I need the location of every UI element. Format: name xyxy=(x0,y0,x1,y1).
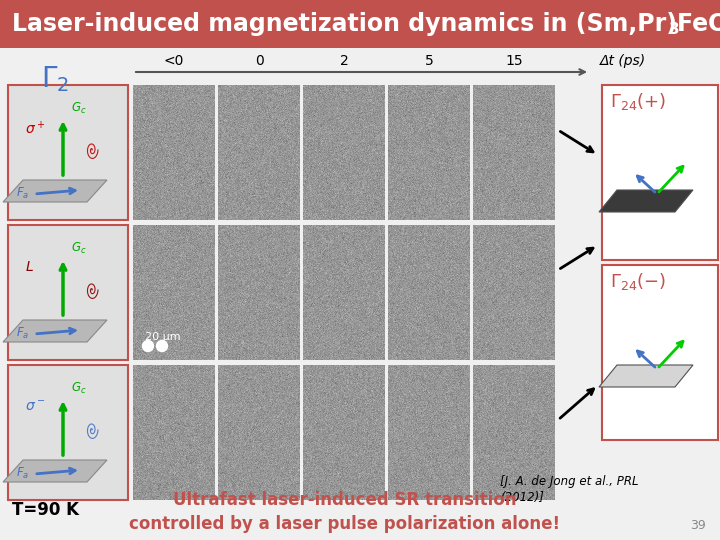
Polygon shape xyxy=(3,320,107,342)
Text: <0: <0 xyxy=(164,54,184,68)
Text: $F_a$: $F_a$ xyxy=(16,326,29,341)
Text: $\Gamma_{24}(+)$: $\Gamma_{24}(+)$ xyxy=(610,91,666,112)
Polygon shape xyxy=(3,180,107,202)
Text: Δt (ps): Δt (ps) xyxy=(600,54,646,68)
Bar xyxy=(0,0,720,48)
Text: $F_a$: $F_a$ xyxy=(16,185,29,200)
Bar xyxy=(602,265,718,440)
Circle shape xyxy=(156,341,168,352)
Text: $L$: $L$ xyxy=(25,260,34,274)
Text: $\Gamma_{24}(-)$: $\Gamma_{24}(-)$ xyxy=(610,271,666,292)
Bar xyxy=(8,365,128,500)
Polygon shape xyxy=(599,365,693,387)
Circle shape xyxy=(143,341,153,352)
Text: 0: 0 xyxy=(255,54,264,68)
Text: $G_c$: $G_c$ xyxy=(71,381,86,396)
Text: [J. A. de Jong et al., PRL
(2012)]: [J. A. de Jong et al., PRL (2012)] xyxy=(500,475,639,504)
Text: 39: 39 xyxy=(690,519,706,532)
Text: 2: 2 xyxy=(340,54,348,68)
Text: Laser-induced magnetization dynamics in (Sm,Pr)FeO: Laser-induced magnetization dynamics in … xyxy=(12,12,720,36)
Text: Ultrafast laser-induced SR transition
controlled by a laser pulse polarization a: Ultrafast laser-induced SR transition co… xyxy=(130,491,561,533)
Bar xyxy=(602,85,718,260)
Text: $\sigma^+$: $\sigma^+$ xyxy=(25,120,45,137)
Text: $G_c$: $G_c$ xyxy=(71,241,86,256)
Text: 15: 15 xyxy=(505,54,523,68)
Bar xyxy=(8,225,128,360)
Text: $F_a$: $F_a$ xyxy=(16,465,29,481)
Text: T=90 K: T=90 K xyxy=(12,501,79,519)
Text: 5: 5 xyxy=(425,54,433,68)
Text: 20 μm: 20 μm xyxy=(145,332,181,342)
Polygon shape xyxy=(599,190,693,212)
Bar xyxy=(8,85,128,220)
Text: $\Gamma_2$: $\Gamma_2$ xyxy=(41,64,69,94)
Text: 3: 3 xyxy=(669,22,680,37)
Text: $\sigma^-$: $\sigma^-$ xyxy=(25,400,45,414)
Text: $G_c$: $G_c$ xyxy=(71,101,86,116)
Polygon shape xyxy=(3,460,107,482)
